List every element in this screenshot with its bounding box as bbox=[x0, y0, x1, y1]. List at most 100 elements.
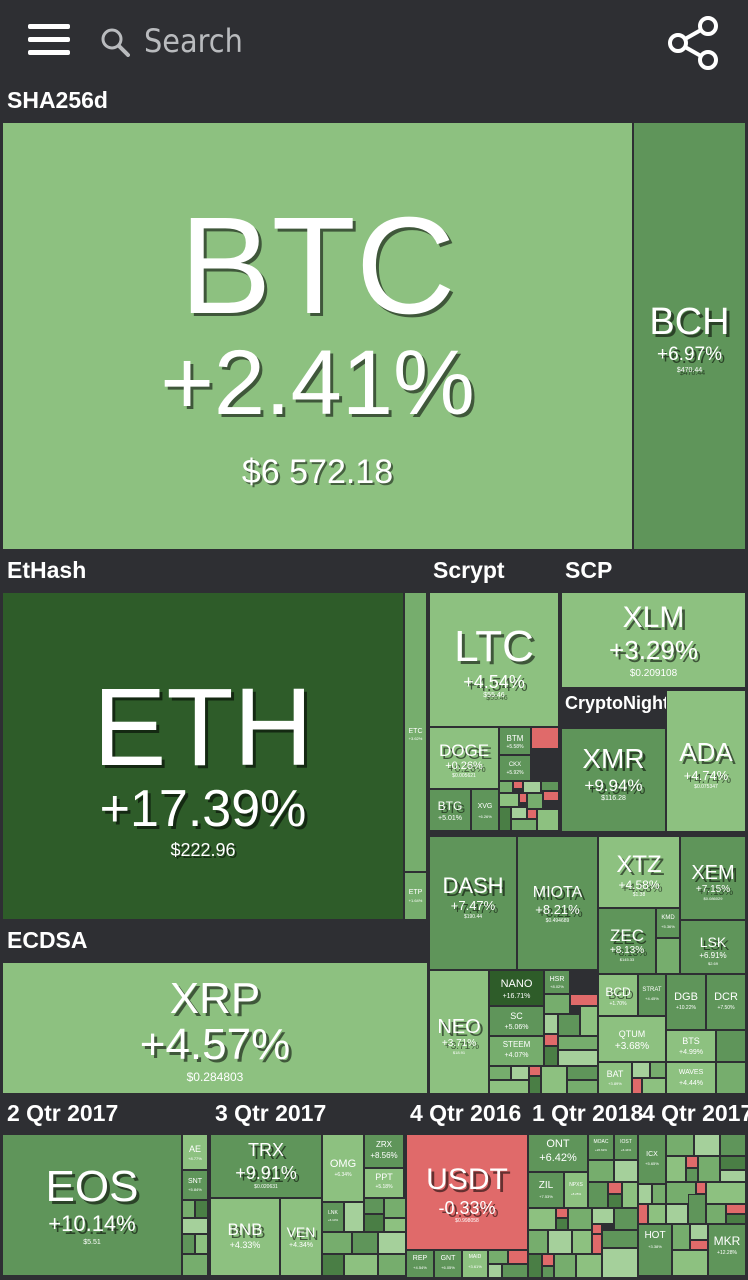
tile-price: $222.96 bbox=[170, 840, 236, 860]
tile-change: +5.58% bbox=[506, 744, 524, 750]
menu-icon[interactable] bbox=[28, 24, 72, 56]
tile-icx[interactable]: ICX +5.65% bbox=[638, 1134, 666, 1184]
tile-waves[interactable]: WAVES +4.44% bbox=[666, 1062, 716, 1094]
tile-change: +6.34% bbox=[334, 1172, 352, 1178]
tile-symbol: SNT bbox=[188, 1178, 202, 1185]
share-icon[interactable] bbox=[666, 16, 720, 70]
tile-symbol: MAID bbox=[468, 1254, 482, 1260]
tile-zec[interactable]: ZEC +8.13% $145.33 bbox=[598, 908, 656, 974]
tile-change: +17.39% bbox=[99, 780, 307, 838]
tile-nano[interactable]: NANO +16.71% bbox=[489, 970, 544, 1006]
tile-zil[interactable]: ZIL +7.53% bbox=[528, 1172, 564, 1208]
tile-ada[interactable]: ADA +4.74% $0.075347 bbox=[666, 690, 746, 832]
tile-dgb[interactable]: DGB +10.22% bbox=[666, 974, 706, 1030]
tile-symbol: BCH bbox=[649, 301, 730, 343]
tile-omg[interactable]: OMG +6.34% bbox=[322, 1134, 364, 1202]
tile-sc[interactable]: SC +5.06% bbox=[489, 1006, 544, 1036]
tile-small-green-2[interactable] bbox=[716, 1030, 746, 1062]
tile-etp[interactable]: ETP +1.64% bbox=[404, 872, 427, 920]
tile-symbol: DOGE bbox=[438, 741, 490, 760]
tile-zrx[interactable]: ZRX +8.56% bbox=[364, 1134, 404, 1168]
tile-change: +26.62% bbox=[595, 1148, 607, 1152]
tile-ltc[interactable]: LTC +4.54% $55.46 bbox=[429, 592, 559, 727]
tile-iost[interactable]: IOST +6.44% bbox=[614, 1134, 638, 1160]
tile-change: +9.91% bbox=[235, 1163, 297, 1183]
tile-xtz[interactable]: XTZ +4.58% $1.38 bbox=[598, 836, 680, 908]
tile-ont[interactable]: ONT +6.42% bbox=[528, 1134, 588, 1172]
group-label-scp: SCP bbox=[565, 557, 613, 583]
tile-symbol: BCD bbox=[605, 985, 631, 999]
tile-etc[interactable]: ETC +3.62% bbox=[404, 592, 427, 872]
tile-dash[interactable]: DASH +7.47% $190.44 bbox=[429, 836, 517, 970]
tile-bts[interactable]: BTS +4.99% bbox=[666, 1030, 716, 1062]
tile-change: +4.57% bbox=[139, 1020, 291, 1069]
tile-change: +4.58% bbox=[618, 878, 660, 892]
tile-xvg[interactable]: XVG +6.26% bbox=[471, 789, 499, 831]
tile-bnb[interactable]: BNB +4.33% bbox=[210, 1198, 280, 1276]
tile-change: +4.07% bbox=[504, 1052, 529, 1059]
tile-ppt[interactable]: PPT +5.18% bbox=[364, 1168, 404, 1198]
tile-bch[interactable]: BCH +6.97% $470.44 bbox=[633, 122, 746, 550]
tile-ckx[interactable]: CKX +5.92% bbox=[499, 755, 531, 781]
tile-neo[interactable]: NEO +3.71% $18.91 bbox=[429, 970, 489, 1094]
tile-btg[interactable]: BTG +5.01% bbox=[429, 789, 471, 831]
tile-btm[interactable]: BTM +5.58% bbox=[499, 727, 531, 755]
tile-change: +5.92% bbox=[506, 770, 524, 776]
tile-price: $6 572.18 bbox=[241, 453, 394, 491]
tile-dcr[interactable]: DCR +7.50% bbox=[706, 974, 746, 1030]
tile-change: +3.62% bbox=[408, 736, 423, 741]
tile-xrp[interactable]: XRP +4.57% $0.284803 bbox=[2, 962, 428, 1094]
tile-symbol: NANO bbox=[500, 978, 533, 990]
tile-symbol: HSR bbox=[549, 976, 565, 983]
tile-price: $0.020631 bbox=[254, 1184, 278, 1190]
tile-symbol: XRP bbox=[169, 974, 261, 1023]
tile-change: +10.14% bbox=[48, 1211, 136, 1236]
tile-change: +12.28% bbox=[717, 1250, 737, 1256]
search-icon[interactable] bbox=[100, 27, 130, 57]
tile-doge[interactable]: DOGE +0.26% $0.005621 bbox=[429, 727, 499, 789]
tile-miota[interactable]: MIOTA +8.21% $0.494689 bbox=[517, 836, 598, 970]
tile-bcd[interactable]: BCD +1.70% bbox=[598, 974, 638, 1016]
tile-eth[interactable]: ETH +17.39% $222.96 bbox=[2, 592, 404, 920]
tile-rep[interactable]: REP +4.54% bbox=[406, 1250, 434, 1278]
tile-npxs[interactable]: NPXS +8.25% bbox=[564, 1172, 588, 1208]
tile-maid[interactable]: MAID +3.61% bbox=[462, 1250, 488, 1278]
tile-snt[interactable]: SNT +5.84% bbox=[182, 1170, 208, 1200]
tile-eos[interactable]: EOS +10.14% $5.51 bbox=[2, 1134, 182, 1276]
tile-trx[interactable]: TRX +9.91% $0.020631 bbox=[210, 1134, 322, 1198]
tile-small-green[interactable] bbox=[656, 938, 680, 974]
tile-change: +4.45% bbox=[645, 996, 659, 1001]
search-input[interactable]: Search bbox=[144, 22, 243, 60]
tile-qtum[interactable]: QTUM +3.68% bbox=[598, 1016, 666, 1062]
tile-lsk[interactable]: LSK +6.91% $2.69 bbox=[680, 920, 746, 974]
tile-change: +3.38% bbox=[648, 1244, 662, 1249]
tile-price: $0.494689 bbox=[545, 918, 570, 924]
tile-change: +6.91% bbox=[699, 951, 727, 960]
tile-red-small[interactable] bbox=[531, 727, 559, 749]
tile-change: +8.56% bbox=[370, 1151, 398, 1160]
tile-xem[interactable]: XEM +7.15% $0.086029 bbox=[680, 836, 746, 920]
tile-strat[interactable]: STRAT +4.45% bbox=[638, 974, 666, 1016]
mosaic-eos-area bbox=[182, 1200, 208, 1276]
tile-small-green-3[interactable] bbox=[716, 1062, 746, 1094]
tile-ven[interactable]: VEN +4.34% bbox=[280, 1198, 322, 1276]
tile-xmr[interactable]: XMR +9.94% $116.28 bbox=[561, 728, 666, 832]
tile-mkr[interactable]: MKR +12.28% bbox=[708, 1224, 746, 1276]
tile-bat[interactable]: BAT +3.89% bbox=[598, 1062, 632, 1094]
group-label-cryptonight: CryptoNight bbox=[565, 693, 669, 713]
tile-hsr[interactable]: HSR +8.02% bbox=[544, 970, 570, 994]
tile-kmd[interactable]: KMD +5.36% bbox=[656, 908, 680, 938]
tile-lnk[interactable]: LNK +6.10% bbox=[322, 1202, 344, 1232]
tile-moac[interactable]: MOAC +26.62% bbox=[588, 1134, 614, 1160]
tile-btc[interactable]: BTC +2.41% $6 572.18 bbox=[2, 122, 633, 550]
tile-ae[interactable]: AE +8.77% bbox=[182, 1134, 208, 1170]
tile-change: +8.02% bbox=[550, 984, 564, 989]
tile-steem[interactable]: STEEM +4.07% bbox=[489, 1036, 544, 1066]
tile-gnt[interactable]: GNT +6.05% bbox=[434, 1250, 462, 1278]
tile-change: +7.47% bbox=[450, 898, 496, 913]
tile-change: +3.29% bbox=[609, 635, 698, 665]
tile-xlm[interactable]: XLM +3.29% $0.209108 bbox=[561, 592, 746, 688]
tile-change: +4.54% bbox=[463, 672, 525, 692]
tile-hot[interactable]: HOT +3.38% bbox=[638, 1224, 672, 1276]
tile-usdt[interactable]: USDT -0.33% $0.998058 bbox=[406, 1134, 528, 1250]
